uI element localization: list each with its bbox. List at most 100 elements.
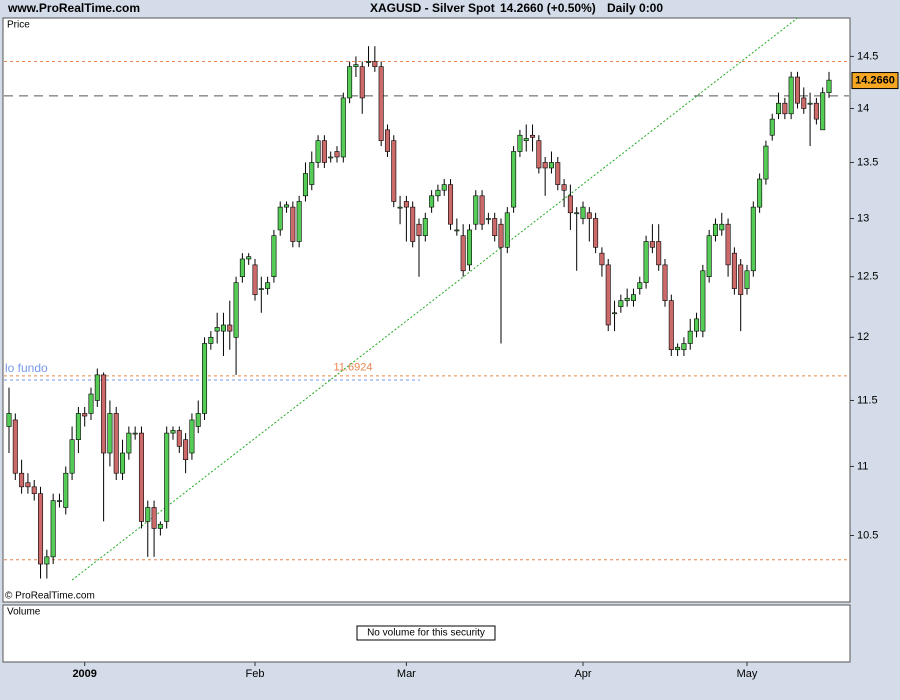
x-tick-label: Apr xyxy=(574,668,591,680)
candle-body xyxy=(801,97,807,109)
candle-body xyxy=(391,140,397,202)
candle-body xyxy=(19,472,25,488)
candle-body xyxy=(366,61,372,63)
candle-body xyxy=(662,264,668,301)
candle-body xyxy=(750,206,756,272)
candle-body xyxy=(126,432,132,454)
candle-body xyxy=(296,201,302,242)
candle-body xyxy=(448,184,454,225)
y-tick-label: 13 xyxy=(857,212,869,224)
candle-body xyxy=(340,97,346,158)
candle-body xyxy=(725,223,731,266)
candle-body xyxy=(719,223,725,231)
candle-body xyxy=(328,156,334,159)
candle-body xyxy=(788,76,794,115)
y-tick-label: 14 xyxy=(857,102,869,114)
volume-note-box xyxy=(356,625,496,641)
candle-body xyxy=(624,297,630,301)
candle-body xyxy=(548,162,554,169)
candle-body xyxy=(271,235,277,278)
candle-body xyxy=(138,432,144,522)
candle-body xyxy=(378,66,384,141)
candle-body xyxy=(214,327,220,332)
candle-body xyxy=(694,318,700,332)
candle-body xyxy=(820,92,826,131)
y-tick-label: 13.5 xyxy=(857,156,878,168)
candle-body xyxy=(265,282,271,289)
x-tick-label: Mar xyxy=(397,668,416,680)
candle-body xyxy=(466,229,472,266)
candle-body xyxy=(813,102,819,120)
candle-body xyxy=(618,300,624,307)
candle-body xyxy=(555,162,561,185)
candle-body xyxy=(315,140,321,163)
candle-body xyxy=(6,413,12,427)
candle-body xyxy=(656,241,662,266)
candle-body xyxy=(643,241,649,283)
candle-body xyxy=(769,118,775,136)
source: www.ProRealTime.com xyxy=(7,1,140,15)
candle-body xyxy=(687,330,693,344)
volume-note: No volume for this security xyxy=(367,628,485,639)
candle-body xyxy=(227,324,233,332)
candle-body xyxy=(637,282,643,289)
candle-body xyxy=(668,300,674,351)
candle-body xyxy=(164,432,170,522)
candle-body xyxy=(208,336,214,344)
candle-body xyxy=(38,493,44,565)
candle-body xyxy=(195,413,201,427)
candle-body xyxy=(88,393,94,414)
candle-body xyxy=(523,138,529,141)
candle-body xyxy=(782,102,788,115)
level-label: 11.6924 xyxy=(334,362,373,374)
copyright: © ProRealTime.com xyxy=(5,591,95,602)
candle-body xyxy=(94,374,100,401)
candle-body xyxy=(31,486,37,494)
candle-body xyxy=(454,229,460,232)
candle-body xyxy=(599,252,605,266)
candle-body xyxy=(586,212,592,219)
candle-body xyxy=(189,419,195,454)
candle-body xyxy=(504,212,510,248)
candle-body xyxy=(580,206,586,219)
candle-body xyxy=(826,79,832,93)
candle-body xyxy=(441,184,447,191)
candle-body xyxy=(220,324,226,332)
candle-body xyxy=(536,140,542,169)
y-tick-label: 14.5 xyxy=(857,50,878,62)
candle-body xyxy=(403,201,409,208)
candle-body xyxy=(12,419,18,474)
candle-body xyxy=(567,195,573,214)
candle-body xyxy=(69,439,75,474)
candle-body xyxy=(183,439,189,461)
x-tick-label: Feb xyxy=(246,668,265,680)
candle-body xyxy=(517,134,523,152)
candle-body xyxy=(56,500,62,502)
candle-body xyxy=(681,343,687,351)
candle-body xyxy=(284,204,290,208)
candle-body xyxy=(397,206,403,209)
candle-body xyxy=(101,374,107,454)
candle-body xyxy=(176,430,182,447)
candle-body xyxy=(744,270,750,289)
candle-body xyxy=(44,556,50,565)
candle-body xyxy=(794,76,800,104)
candle-body xyxy=(574,212,580,215)
candle-body xyxy=(479,195,485,225)
last-price-box xyxy=(851,72,899,90)
candle-body xyxy=(498,223,504,248)
last-price-label: 14.2660 xyxy=(855,74,895,86)
candle-body xyxy=(492,218,498,237)
candle-body xyxy=(763,145,769,180)
candle-body xyxy=(202,343,208,414)
candle-body xyxy=(757,178,763,208)
candle-body xyxy=(359,66,365,99)
candle-body xyxy=(738,264,744,295)
candle-body xyxy=(712,223,718,237)
annotation-label: lo fundo xyxy=(5,361,48,375)
candle-body xyxy=(649,241,655,248)
candle-body xyxy=(321,140,327,163)
candle-body xyxy=(593,218,599,248)
